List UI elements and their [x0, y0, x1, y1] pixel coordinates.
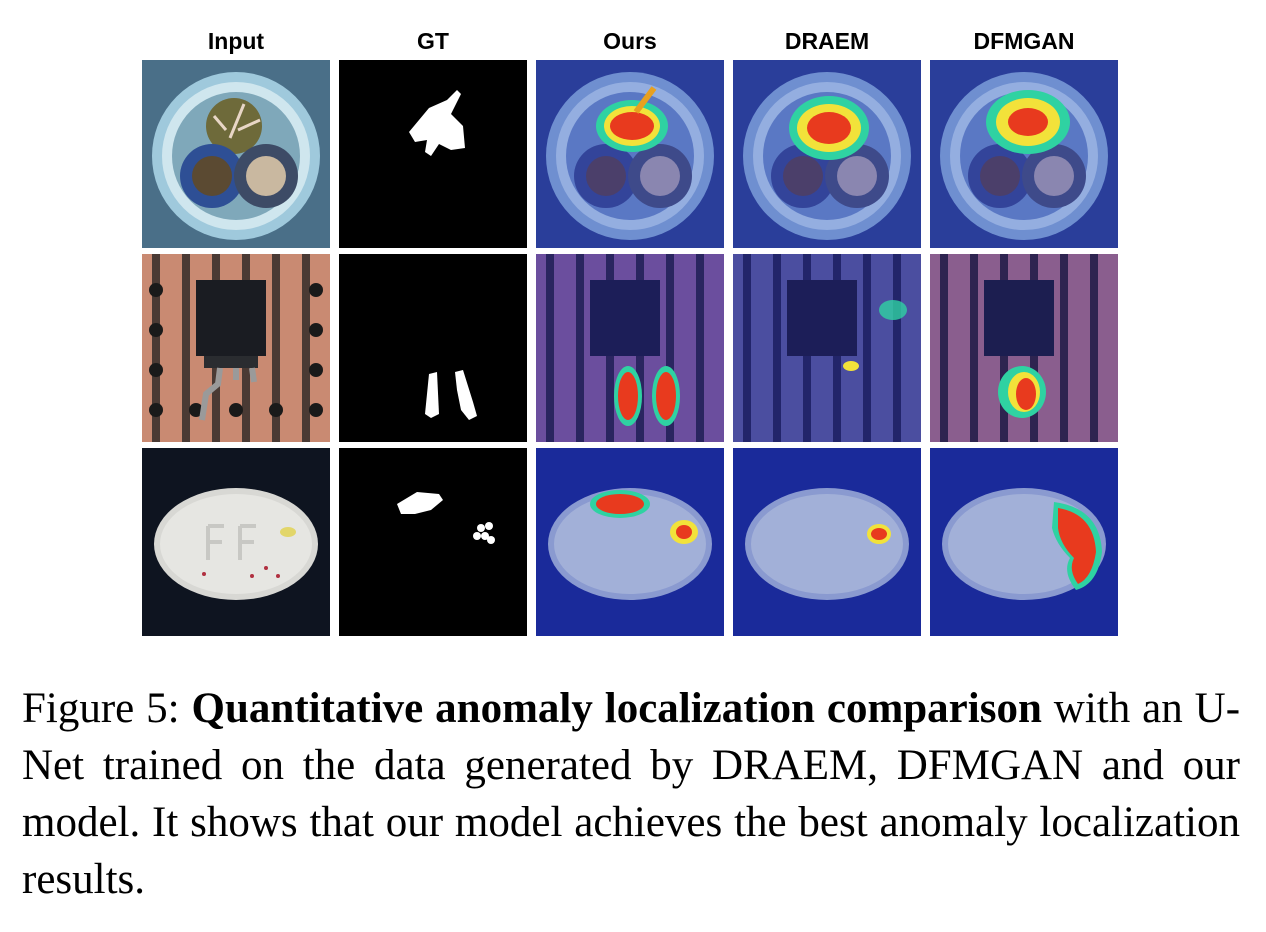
caption-label: Figure 5: — [22, 685, 180, 732]
pill-ground-truth-mask — [339, 448, 527, 636]
pill-dfmgan-heatmap — [930, 448, 1118, 636]
pill-ours-heatmap — [536, 448, 724, 636]
pill-draem-heatmap — [733, 448, 921, 636]
column-title-ours: Ours — [603, 28, 657, 54]
cable-ground-truth-mask — [339, 60, 527, 248]
caption-bold-title: Quantitative anomaly localization compar… — [191, 685, 1042, 732]
column-title-input: Input — [207, 28, 265, 54]
cable-ours-heatmap — [536, 60, 724, 248]
cable-draem-heatmap — [733, 60, 921, 248]
transistor-draem-heatmap — [733, 254, 921, 442]
transistor-input-image — [142, 254, 330, 442]
cable-input-image — [142, 60, 330, 248]
pill-input-image — [142, 448, 330, 636]
transistor-dfmgan-heatmap — [930, 254, 1118, 442]
cable-dfmgan-heatmap — [930, 60, 1118, 248]
transistor-ground-truth-mask — [339, 254, 527, 442]
caption-text: with an U-Net trained on the data genera… — [22, 685, 1241, 903]
figure-caption: Figure 5: Quantitative anomaly localizat… — [22, 680, 1240, 908]
transistor-ours-heatmap — [536, 254, 724, 442]
column-title-draem: DRAEM — [784, 28, 870, 54]
figure-grid: Input GT Ours DRAEM DFMGAN — [142, 28, 1118, 636]
column-title-dfmgan: DFMGAN — [973, 28, 1075, 54]
column-title-gt: GT — [417, 28, 449, 54]
